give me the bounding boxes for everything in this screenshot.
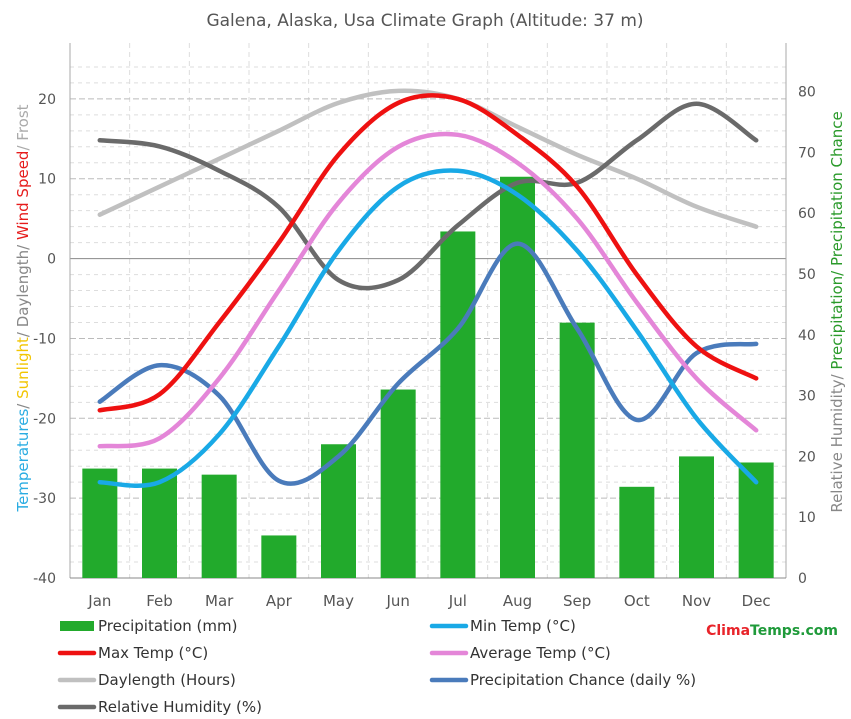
month-label: Oct <box>624 592 650 610</box>
legend-label: Precipitation Chance (daily %) <box>470 671 696 689</box>
legend: Precipitation (mm) Min Temp (°C) Max Temp … <box>57 617 696 716</box>
right-axis-ticks: 80 70 60 50 40 30 20 10 0 <box>798 85 816 587</box>
axis-label-part: / <box>14 399 32 409</box>
right-tick-label: 0 <box>798 571 807 587</box>
left-tick-label: -40 <box>33 571 56 587</box>
legend-label: Relative Humidity (%) <box>98 698 262 716</box>
precipitation-bar <box>261 535 297 578</box>
month-label: Sep <box>563 592 591 610</box>
left-tick-label: 0 <box>47 252 56 268</box>
axis-label-part: / Frost <box>14 104 32 150</box>
right-tick-label: 50 <box>798 267 816 283</box>
right-tick-label: 30 <box>798 389 816 405</box>
precipitation-bar <box>500 176 535 578</box>
precipitation-bar <box>440 231 476 578</box>
right-tick-label: 70 <box>798 145 816 161</box>
legend-label: Precipitation (mm) <box>98 617 237 635</box>
daylength-hours-line <box>97 88 759 229</box>
min-temp-c-line <box>97 168 759 488</box>
precipitation-bar <box>201 474 237 578</box>
precipitation-bar <box>82 468 118 578</box>
left-tick-label: 20 <box>38 92 56 108</box>
axis-label-part: Precipitation/ Precipitation Chance <box>828 111 846 369</box>
month-label: Aug <box>503 592 532 610</box>
right-tick-label: 20 <box>798 449 816 465</box>
brand-part-2: Temps <box>750 623 800 639</box>
right-tick-label: 40 <box>798 328 816 344</box>
right-tick-label: 80 <box>798 85 816 101</box>
precipitation-bar <box>559 322 595 578</box>
left-tick-label: -30 <box>33 491 56 507</box>
legend-label: Min Temp (°C) <box>470 617 576 635</box>
brand-logo: ClimaTemps.com <box>706 623 838 639</box>
left-tick-label: -20 <box>33 411 56 427</box>
month-label: Jun <box>385 592 409 610</box>
right-tick-label: 60 <box>798 206 816 222</box>
month-label: Mar <box>205 592 234 610</box>
legend-label: Daylength (Hours) <box>98 671 236 689</box>
month-label: Nov <box>682 592 711 610</box>
axis-label-part: Temperatures <box>14 409 32 513</box>
month-label: Feb <box>146 592 173 610</box>
month-label: May <box>323 592 354 610</box>
precipitation-bar <box>679 456 714 578</box>
left-axis-label: Temperatures/ Sunlight/ Daylength/ Wind … <box>14 104 32 512</box>
relative-humidity-line <box>97 101 759 291</box>
month-label: Apr <box>266 592 293 610</box>
month-label: Jan <box>87 592 111 610</box>
legend-label: Max Temp (°C) <box>98 644 208 662</box>
month-label: Jul <box>448 592 467 610</box>
brand-part-3: .com <box>800 623 838 639</box>
right-axis-label: Relative Humidity/ Precipitation/ Precip… <box>828 111 846 512</box>
right-tick-label: 10 <box>798 510 816 526</box>
precipitation-bar <box>380 389 416 578</box>
average-temp-c-line <box>97 131 759 449</box>
legend-label: Average Temp (°C) <box>470 644 611 662</box>
legend-swatch-bar <box>60 621 94 631</box>
left-tick-label: 10 <box>38 172 56 188</box>
month-labels: Jan Feb Mar Apr May Jun Jul Aug Sep Oct Nov Dec <box>87 592 770 610</box>
precipitation-chance-daily-line <box>97 241 759 486</box>
brand-part-1: Clima <box>706 623 750 639</box>
series-lines <box>97 88 759 488</box>
max-temp-c-line <box>97 93 759 413</box>
axis-label-part: / Daylength/ <box>14 240 32 337</box>
axis-label-part: Sunlight <box>14 337 32 399</box>
precipitation-bar <box>619 486 655 578</box>
left-tick-label: -10 <box>33 331 56 347</box>
chart-title: Galena, Alaska, Usa Climate Graph (Altit… <box>206 11 643 31</box>
grid <box>69 43 787 579</box>
axis-label-part: Wind Speed <box>14 151 32 241</box>
left-axis-ticks: 20 10 0 -10 -20 -30 -40 <box>33 92 56 587</box>
month-label: Dec <box>742 592 771 610</box>
axis-label-part: Relative Humidity/ <box>828 370 846 513</box>
